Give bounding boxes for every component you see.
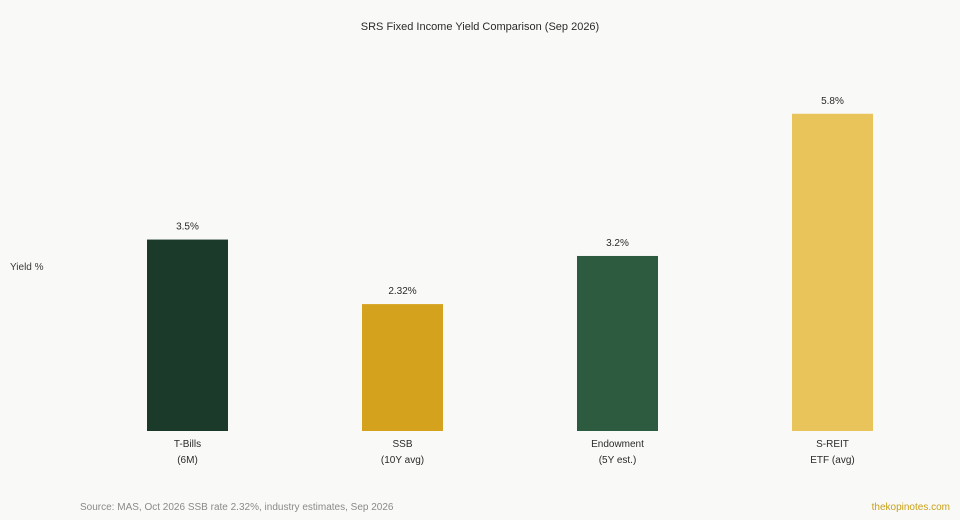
bars-group (147, 113, 873, 431)
x-tick-label-1-line-1: (10Y avg) (381, 455, 424, 466)
source-note: Source: MAS, Oct 2026 SSB rate 2.32%, in… (80, 502, 394, 513)
y-axis-label: Yield % (10, 262, 44, 273)
x-tick-labels-group: T-Bills (6M) SSB (10Y avg) Endowment (5Y est.… (174, 439, 855, 466)
brand-link[interactable]: thekopinotes.com (871, 502, 950, 513)
chart-title: SRS Fixed Income Yield Comparison (Sep 2… (361, 21, 599, 33)
bar-1 (362, 304, 443, 431)
data-label-2: 3.2% (606, 238, 629, 249)
x-tick-label-1-line-0: SSB (392, 439, 412, 450)
data-label-0: 3.5% (176, 222, 199, 233)
x-tick-label-0-line-0: T-Bills (174, 439, 201, 450)
x-tick-label-3-line-0: S-REIT (816, 439, 849, 450)
data-label-1: 2.32% (388, 286, 416, 297)
bar-0 (147, 239, 228, 431)
x-tick-label-2-line-0: Endowment (591, 439, 644, 450)
bar-2 (577, 255, 658, 431)
data-label-3: 5.8% (821, 96, 844, 107)
data-labels-group: 3.5% 2.32% 3.2% 5.8% (176, 96, 844, 297)
x-tick-label-0-line-1: (6M) (177, 455, 198, 466)
x-tick-label-3-line-1: ETF (avg) (810, 455, 854, 466)
x-tick-label-2-line-1: (5Y est.) (599, 455, 637, 466)
bar-3 (792, 113, 873, 431)
